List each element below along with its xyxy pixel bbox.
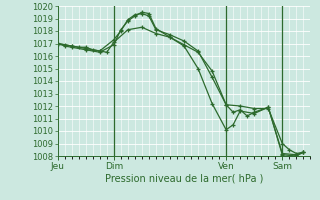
X-axis label: Pression niveau de la mer( hPa ): Pression niveau de la mer( hPa ) — [105, 173, 263, 183]
